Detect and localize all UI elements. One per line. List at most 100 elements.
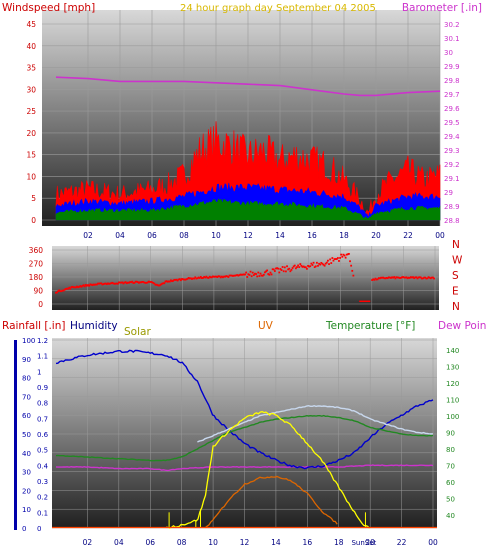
direction-point	[423, 276, 426, 279]
direction-point	[261, 274, 264, 277]
direction-point	[156, 284, 159, 287]
direction-point	[130, 281, 133, 284]
direction-point	[250, 275, 253, 278]
direction-point	[375, 278, 378, 281]
wind-y-tick-label: 40	[26, 42, 36, 51]
rainfall-tick-label: 0.1	[37, 509, 48, 517]
direction-point	[82, 284, 85, 287]
direction-point	[272, 268, 275, 271]
direction-y-tick-label: 270	[29, 260, 44, 269]
rainfall-tick-label: 0.3	[37, 478, 48, 486]
direction-point	[195, 277, 198, 280]
climate-legend-label: UV	[258, 320, 274, 332]
barometer-tick-label: 29.6	[444, 105, 460, 113]
rainfall-axis-bar	[14, 340, 17, 530]
direction-point	[317, 264, 319, 267]
direction-point	[336, 257, 339, 259]
direction-point	[383, 277, 386, 280]
direction-point	[371, 279, 374, 281]
direction-point	[206, 276, 209, 279]
direction-point	[351, 269, 354, 272]
direction-point	[382, 276, 385, 279]
direction-point	[91, 284, 94, 287]
temperature-tick-label: 140	[446, 347, 459, 355]
direction-point	[381, 276, 383, 279]
direction-point	[88, 284, 91, 287]
direction-point	[121, 281, 124, 284]
direction-point	[346, 253, 349, 256]
direction-point	[262, 273, 265, 276]
direction-point	[166, 280, 169, 283]
temperature-tick-label: 100	[446, 413, 459, 421]
direction-point	[97, 282, 99, 285]
direction-point	[103, 282, 106, 285]
direction-point	[213, 275, 215, 278]
direction-point	[405, 276, 408, 279]
direction-point	[180, 279, 182, 282]
direction-point	[285, 270, 287, 273]
direction-point	[433, 277, 435, 280]
direction-point	[172, 279, 175, 282]
direction-point	[339, 257, 341, 259]
direction-point	[277, 267, 280, 270]
direction-point	[415, 276, 418, 279]
direction-point	[199, 276, 202, 278]
direction-point	[117, 282, 119, 285]
temperature-tick-label: 70	[446, 462, 455, 470]
uv-series	[204, 475, 338, 529]
climate-x-tick-label: 12	[240, 538, 250, 547]
direction-point	[407, 276, 410, 279]
direction-point	[208, 275, 211, 278]
direction-point	[402, 276, 405, 278]
climate-x-tick-label: 04	[114, 538, 124, 547]
direction-point	[203, 276, 206, 278]
direction-point	[390, 277, 392, 279]
direction-point	[235, 274, 238, 277]
barometer-tick-label: 28.9	[444, 203, 460, 211]
direction-point	[132, 282, 135, 284]
direction-point	[425, 277, 428, 280]
climate-x-tick-label: 18	[334, 538, 344, 547]
direction-point	[259, 272, 262, 275]
direction-point	[70, 286, 73, 288]
direction-point	[420, 277, 423, 280]
direction-point	[198, 277, 201, 279]
direction-point	[175, 278, 178, 281]
direction-point	[333, 258, 336, 260]
direction-point	[63, 288, 66, 291]
direction-y-tick-label: 0	[38, 300, 43, 309]
compass-label: W	[452, 255, 463, 267]
direction-point	[424, 276, 427, 279]
direction-point	[227, 276, 230, 278]
climate-x-tick-label: 14	[271, 538, 281, 547]
direction-point	[287, 268, 290, 271]
temperature-tick-label: 80	[446, 446, 455, 454]
humidity-tick-label: 10	[22, 506, 31, 514]
direction-point	[144, 281, 147, 284]
direction-point	[311, 264, 314, 266]
direction-point	[210, 276, 213, 279]
direction-point	[413, 277, 416, 280]
direction-point	[229, 274, 232, 277]
direction-point	[412, 276, 414, 279]
barometer-tick-label: 28.8	[444, 217, 460, 225]
direction-y-tick-label: 360	[29, 246, 44, 255]
wind-x-tick-label: 00	[435, 231, 445, 240]
direction-point	[279, 268, 282, 270]
direction-point	[401, 276, 403, 279]
wind-x-tick-label: 08	[179, 231, 189, 240]
direction-left-axis: 0 90 180 270 360	[29, 246, 44, 309]
direction-point	[78, 285, 81, 288]
direction-point	[110, 282, 113, 285]
direction-point	[218, 275, 221, 278]
direction-point	[236, 274, 239, 276]
direction-point	[67, 287, 70, 290]
direction-point	[194, 276, 197, 279]
direction-point	[113, 282, 116, 285]
direction-point	[322, 263, 325, 266]
direction-point	[191, 278, 193, 280]
direction-point	[233, 274, 235, 277]
rainfall-tick-label: 1.2	[37, 337, 48, 345]
direction-point	[157, 284, 160, 287]
